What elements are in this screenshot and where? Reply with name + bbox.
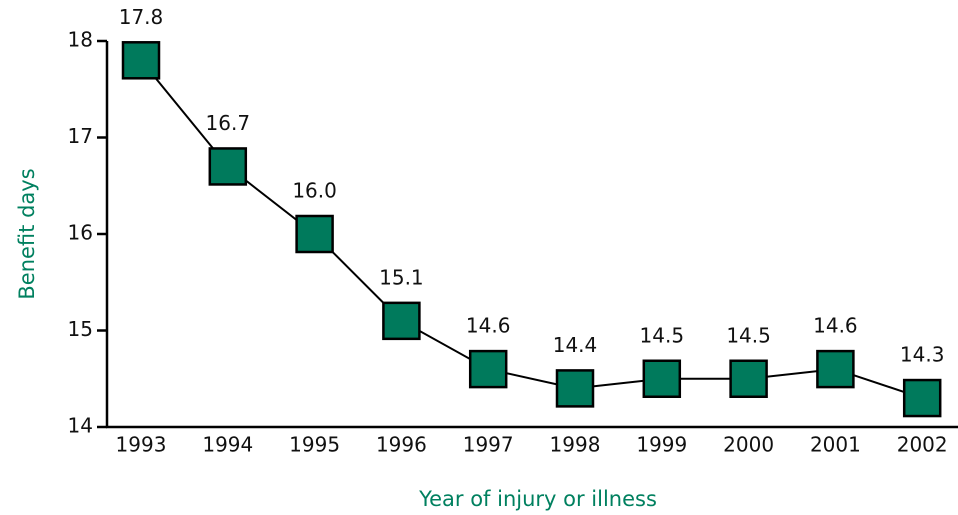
data-label: 15.1: [379, 265, 424, 289]
y-tick-label: 18: [68, 28, 93, 52]
marker: [208, 147, 248, 186]
data-label: 16.0: [292, 179, 337, 203]
y-tick-label: 16: [68, 221, 93, 245]
x-tick-label: 2002: [897, 433, 948, 457]
data-label: 14.5: [726, 323, 771, 347]
x-tick-label: 1994: [202, 433, 253, 457]
x-tick-label: 2001: [810, 433, 861, 457]
data-label: 14.4: [553, 333, 598, 357]
x-axis-title: Year of injury or illness: [418, 487, 657, 511]
x-tick-label: 1998: [550, 433, 601, 457]
marker: [121, 41, 161, 80]
marker: [555, 369, 595, 408]
marker: [642, 359, 682, 398]
data-label: 14.6: [813, 314, 858, 338]
y-tick-label: 17: [68, 124, 93, 148]
x-tick-label: 2000: [723, 433, 774, 457]
y-tick-label: 14: [68, 414, 93, 438]
marker: [468, 349, 508, 389]
marker: [902, 378, 942, 418]
data-label: 16.7: [206, 111, 251, 135]
marker: [816, 349, 855, 389]
marker: [295, 214, 334, 254]
data-label: 14.6: [466, 314, 511, 338]
y-axis-title: Benefit days: [15, 168, 39, 299]
line: [140, 59, 923, 399]
x-tick-label: 1993: [116, 433, 167, 457]
data-label: 14.5: [640, 323, 685, 347]
data-label: 14.3: [900, 343, 945, 367]
marker: [382, 301, 421, 341]
x-tick-label: 1995: [289, 433, 340, 457]
data-label: 17.8: [119, 5, 164, 29]
x-tick-label: 1996: [376, 433, 427, 457]
marker: [729, 359, 768, 398]
x-tick-label: 1997: [463, 433, 514, 457]
y-tick-label: 15: [68, 317, 93, 341]
x-tick-label: 1999: [636, 433, 687, 457]
